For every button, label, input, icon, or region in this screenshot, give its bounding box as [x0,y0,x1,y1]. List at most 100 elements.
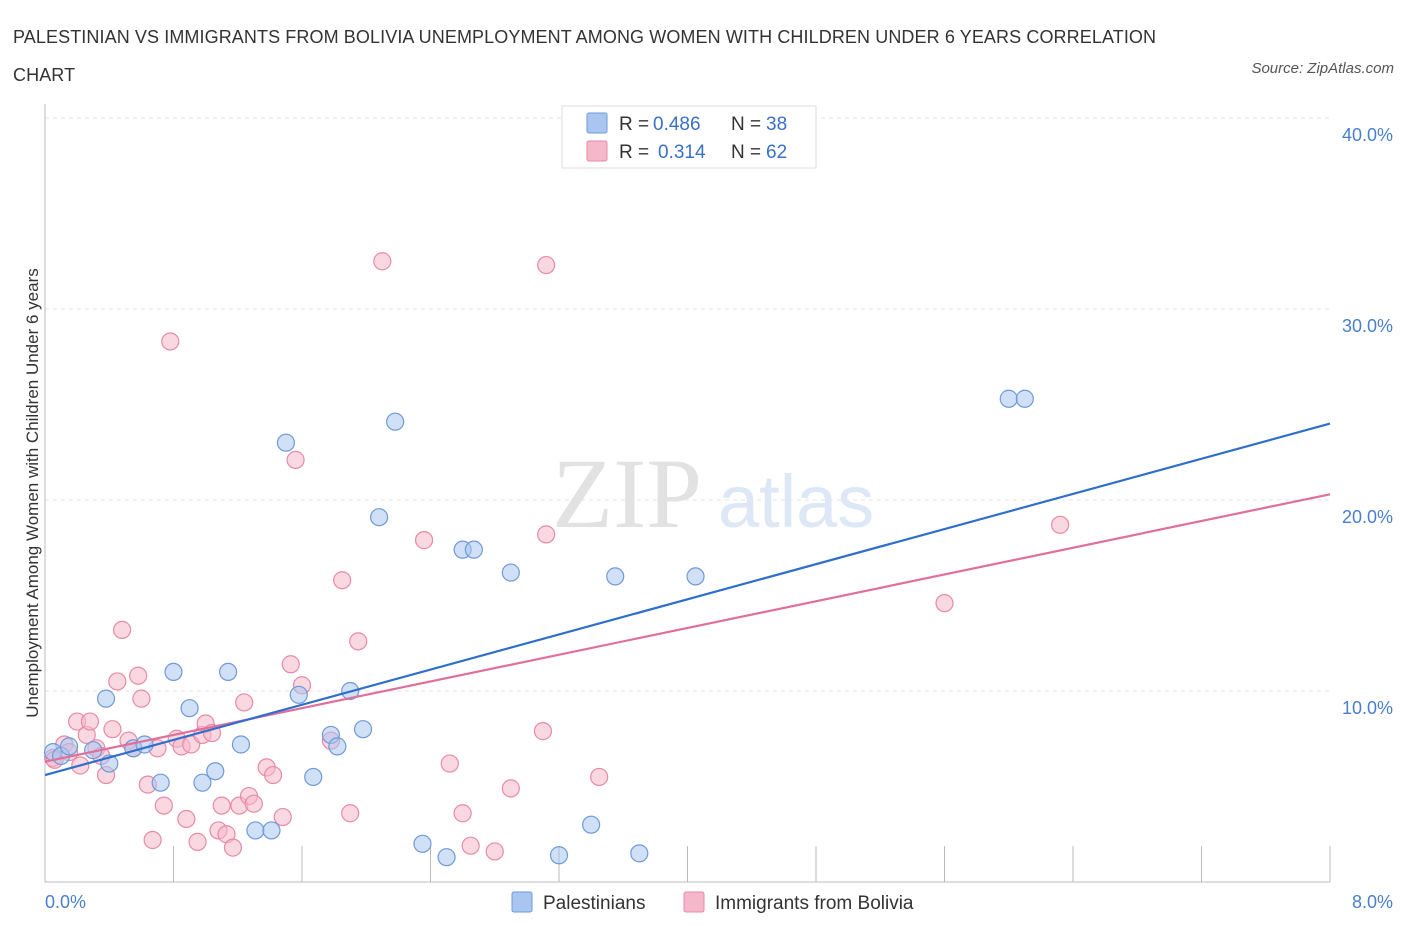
palestinians-point [151,773,170,792]
bolivia-point [333,571,352,590]
palestinians-point [164,662,183,682]
bolivia-point [112,620,132,639]
palestinians-point [262,821,281,840]
bolivia-point [414,531,434,550]
palestinians-point [304,767,323,787]
watermark-zip: ZIP [552,438,702,549]
palestinians-point [193,773,212,792]
bolivia-point [212,796,231,815]
y-axis-label: Unemployment Among Women with Children U… [23,268,42,717]
y-tick-label-10: 10.0% [1342,698,1393,718]
palestinians-point [606,567,625,586]
y-tick-label-20: 20.0% [1342,507,1393,527]
legend-n-value-1: 38 [766,114,787,135]
palestinians-point [328,737,347,756]
bolivia-point [143,830,162,850]
bolivia-point [440,754,459,773]
legend-n-value-2: 62 [766,142,787,163]
palestinians-point [437,848,456,867]
trend-lines [44,422,1331,777]
bolivia-point [453,804,472,823]
palestinians-point [370,508,389,527]
legend-bottom-swatch-palestinians [511,891,533,913]
bolivia-point [349,632,368,651]
legend-bottom-bolivia: Immigrants from Bolivia [715,893,914,914]
legend-bottom: Palestinians Immigrants from Bolivia [511,891,914,914]
bolivia-point [533,722,553,741]
legend-swatch-bolivia [586,140,608,162]
legend-n-label-1: N = [731,114,761,135]
bolivia-point [263,765,283,785]
legend-r-value-2: 0.314 [658,142,706,163]
palestinians-point [353,720,373,739]
bolivia-point [281,655,300,674]
bolivia-point [461,836,480,855]
bolivia-point [154,796,173,815]
palestinians-point [289,685,308,704]
bolivia-point [273,807,292,827]
trend-line-palestinians [44,422,1331,777]
bolivia-point [161,332,180,351]
palestinians-point [276,433,296,452]
bolivia-point [80,712,100,731]
bolivia-point [223,838,243,857]
bolivia-point [286,450,305,469]
x-tick-label-max: 8.0% [1352,892,1393,912]
palestinians-point [501,563,520,582]
legend-r-value-1: 0.486 [653,114,701,135]
y-tick-label-40: 40.0% [1342,125,1393,145]
palestinians-point [464,540,483,559]
source-credit: Source: ZipAtlas.com [1251,60,1394,77]
palestinians-point [231,735,251,754]
legend-top: R = 0.486 N = 38 R = 0.314 N = 62 [561,105,817,169]
bolivia-point [132,689,151,708]
legend-r-label-1: R = [619,114,649,135]
palestinians-point [630,844,649,863]
palestinians-point [999,389,1018,408]
bolivia-point [244,794,263,813]
bolivia-point [177,809,196,829]
watermark-atlas: atlas [718,460,874,543]
bolivia-point [537,255,556,275]
palestinians-point [96,689,116,708]
x-tick-label-min: 0.0% [45,892,86,912]
series-bolivia-points [43,252,1070,861]
bolivia-point [935,594,954,613]
grid-lines [45,117,1330,692]
bolivia-point [537,525,556,544]
y-tick-label-30: 30.0% [1342,316,1393,336]
palestinians-point [180,699,199,718]
palestinians-point [59,737,79,756]
palestinians-point [686,567,705,586]
bolivia-point [1051,515,1070,534]
bolivia-point [373,252,392,271]
palestinians-point [386,412,405,431]
palestinians-point [582,815,601,834]
watermark: ZIP atlas [552,438,874,549]
chart-title: PALESTINIAN VS IMMIGRANTS FROM BOLIVIA U… [13,27,1157,85]
bolivia-point [235,693,254,712]
bolivia-point [485,842,504,861]
bolivia-point [501,779,520,798]
bolivia-point [103,720,122,739]
palestinians-point [246,821,265,840]
legend-bottom-palestinians: Palestinians [543,893,645,914]
legend-n-label-2: N = [731,142,761,163]
palestinians-point [549,846,569,865]
bolivia-point [129,666,148,685]
palestinians-point [1015,389,1034,408]
palestinians-point [413,834,432,853]
x-tick-marks [173,846,1331,882]
series-palestinians-points [43,389,1034,867]
palestinians-point [206,762,225,781]
legend-bottom-swatch-bolivia [683,891,705,913]
bolivia-point [108,672,127,691]
y-tick-labels: 10.0% 20.0% 30.0% 40.0% [1342,125,1393,718]
bolivia-point [590,767,609,787]
bolivia-point [341,804,360,823]
bolivia-point [188,832,207,851]
legend-swatch-palestinians [586,112,608,134]
legend-r-label-2: R = [619,142,649,163]
palestinians-point [219,662,238,682]
